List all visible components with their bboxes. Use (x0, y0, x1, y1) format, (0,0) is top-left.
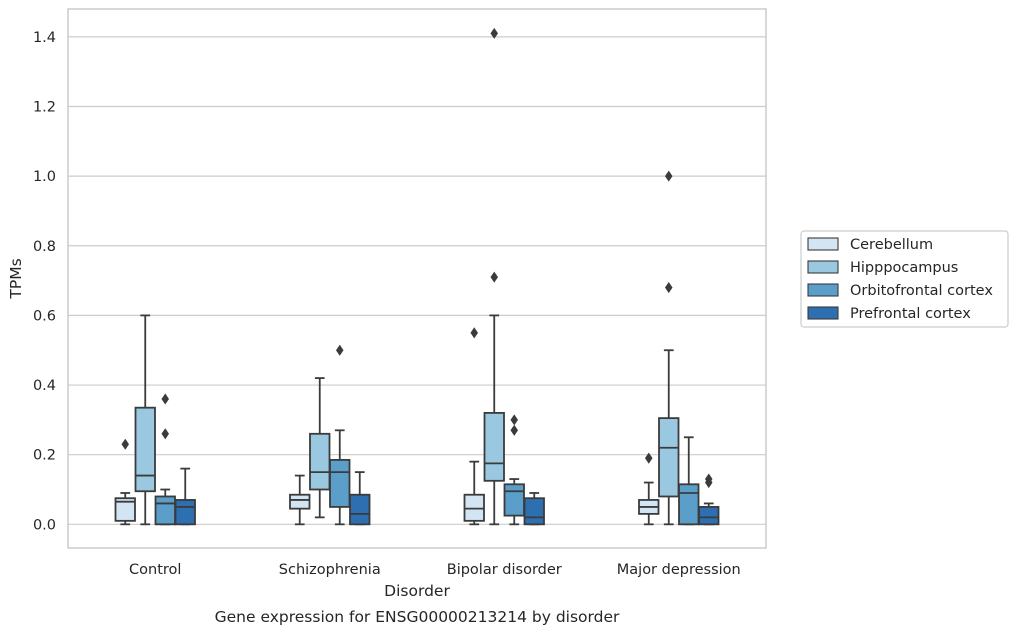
box-iqr (658, 417, 680, 498)
x-tick-label: Schizophrenia (279, 562, 381, 578)
box-iqr (329, 459, 351, 508)
box-prefrontal-cortex-1 (349, 471, 371, 526)
box-iqr (114, 497, 136, 522)
box-iqr (174, 499, 196, 526)
outlier-point (664, 170, 673, 182)
legend-swatch (807, 260, 839, 274)
legend-label: Prefrontal cortex (850, 306, 971, 322)
box-hipppocampus-0 (134, 314, 156, 526)
y-tick-label: 0.6 (33, 308, 56, 324)
y-tick-label: 0.2 (33, 448, 56, 464)
box-cerebellum-1 (289, 474, 311, 526)
box-iqr (523, 497, 545, 526)
box-orbitofrontal-cortex-2 (503, 414, 525, 526)
x-axis-label: Disorder (384, 582, 450, 600)
legend-swatch (807, 237, 839, 251)
box-cerebellum-0 (114, 438, 136, 526)
box-prefrontal-cortex-2 (523, 492, 545, 526)
box-prefrontal-cortex-3 (698, 473, 720, 526)
box-iqr (349, 493, 371, 526)
outlier-point (704, 473, 713, 485)
outlier-point (510, 414, 519, 426)
legend-label: Cerebellum (850, 237, 933, 253)
outlier-point (470, 327, 479, 339)
outlier-point (644, 452, 653, 464)
y-axis-label: TPMs (7, 258, 25, 299)
outlier-point (664, 282, 673, 294)
outlier-point (490, 27, 499, 39)
box-iqr (154, 495, 176, 526)
box-hipppocampus-3 (658, 170, 680, 526)
box-iqr (289, 493, 311, 510)
legend-swatch (807, 283, 839, 297)
grid-lines (68, 36, 766, 525)
y-tick-label: 0.0 (33, 517, 56, 533)
box-layer (114, 27, 720, 526)
legend-swatch (807, 306, 839, 320)
box-iqr (678, 483, 700, 526)
outlier-point (161, 428, 170, 440)
box-orbitofrontal-cortex-1 (329, 344, 351, 526)
box-iqr (309, 432, 331, 491)
legend-label: Hipppocampus (850, 260, 958, 276)
plot-frame (67, 8, 767, 549)
x-tick-label: Control (129, 562, 181, 578)
x-tick-label: Major depression (617, 562, 741, 578)
outlier-point (335, 344, 344, 356)
outlier-point (121, 438, 130, 450)
box-iqr (698, 506, 720, 526)
box-cerebellum-3 (638, 452, 660, 526)
box-iqr (503, 483, 525, 517)
outlier-point (490, 271, 499, 283)
legend: Cerebellum Hipppocampus Orbitofrontal cort… (800, 230, 1009, 328)
box-orbitofrontal-cortex-0 (154, 393, 176, 526)
y-tick-label: 1.0 (33, 169, 56, 185)
box-cerebellum-2 (463, 327, 485, 526)
x-tick-labels: Control Schizophrenia Bipolar disorder Majo… (129, 562, 741, 578)
box-hipppocampus-1 (309, 377, 331, 519)
outlier-point (161, 393, 170, 405)
box-orbitofrontal-cortex-3 (678, 436, 700, 526)
outlier-point (510, 424, 519, 436)
y-tick-label: 0.8 (33, 239, 56, 255)
box-prefrontal-cortex-0 (174, 467, 196, 526)
y-tick-label: 1.4 (33, 30, 56, 46)
y-tick-label: 0.4 (33, 378, 56, 394)
legend-frame (800, 230, 1009, 328)
x-tick-label: Bipolar disorder (447, 562, 562, 578)
y-tick-label: 1.2 (33, 99, 56, 115)
box-hipppocampus-2 (483, 27, 505, 526)
box-iqr (483, 412, 505, 482)
legend-label: Orbitofrontal cortex (850, 283, 993, 299)
chart-caption: Gene expression for ENSG00000213214 by d… (215, 608, 620, 626)
box-iqr (134, 406, 156, 493)
y-tick-labels: 0.0 0.2 0.4 0.6 0.8 1.0 1.2 1.4 (33, 30, 56, 533)
